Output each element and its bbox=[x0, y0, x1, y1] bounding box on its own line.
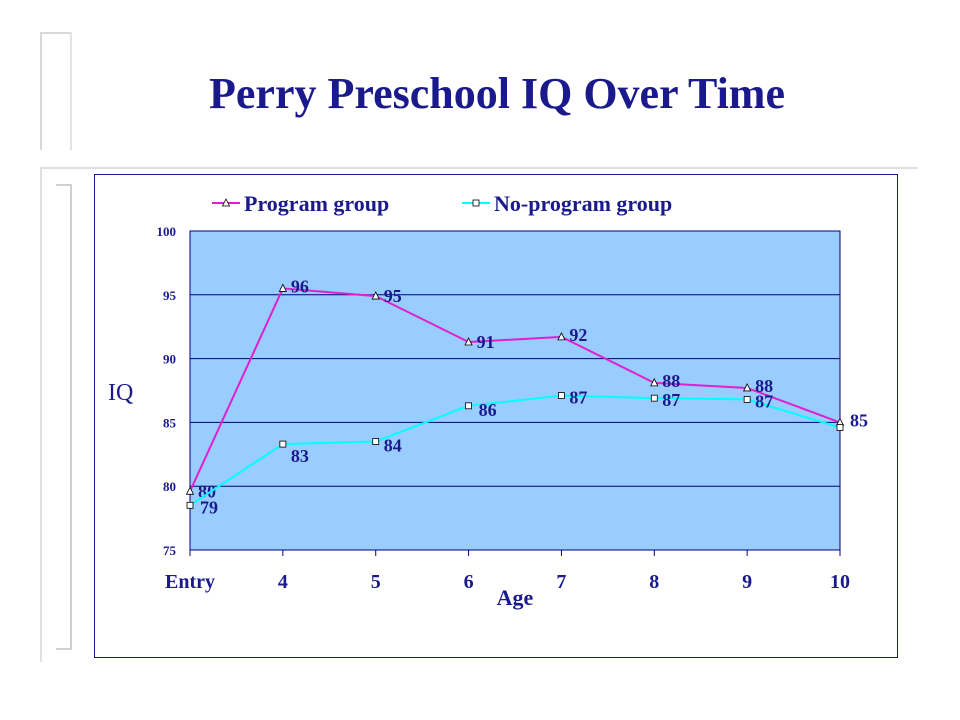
series-line bbox=[189, 394, 841, 507]
data-label: 87 bbox=[755, 391, 773, 411]
data-label: 87 bbox=[569, 388, 587, 408]
data-point bbox=[371, 291, 380, 300]
y-tick-label: 85 bbox=[163, 415, 177, 430]
data-label: 88 bbox=[755, 376, 773, 396]
y-axis-label: IQ bbox=[108, 380, 133, 406]
y-axis-ticks: 75 80 85 90 95 100 bbox=[157, 224, 177, 558]
data-point bbox=[279, 440, 287, 448]
legend-label: Program group bbox=[244, 191, 389, 216]
data-point bbox=[836, 424, 844, 431]
slide-frame-line-mid bbox=[40, 167, 918, 169]
data-point bbox=[464, 337, 473, 346]
x-tick-label: 6 bbox=[464, 571, 474, 593]
data-point bbox=[278, 283, 288, 292]
legend-label: No-program group bbox=[494, 191, 672, 216]
data-point bbox=[372, 438, 380, 445]
data-label: 85 bbox=[850, 410, 868, 430]
legend: Program group No-program group bbox=[212, 191, 672, 216]
slide-frame-line-right-top bbox=[70, 32, 72, 150]
data-label: 88 bbox=[662, 371, 680, 391]
y-tick-label: 80 bbox=[163, 479, 176, 494]
plot-area bbox=[189, 230, 841, 551]
data-point bbox=[743, 396, 751, 403]
data-point bbox=[742, 383, 752, 392]
x-tick-label: 8 bbox=[649, 571, 659, 593]
data-label: 92 bbox=[569, 325, 587, 345]
data-point bbox=[558, 392, 565, 400]
series-line bbox=[189, 287, 841, 492]
y-tick-label: 90 bbox=[163, 352, 176, 367]
slide-frame-line-inner-v bbox=[70, 184, 72, 650]
data-label: 87 bbox=[662, 390, 680, 410]
slide-frame-line-inner-bottom bbox=[56, 648, 72, 650]
data-point bbox=[650, 377, 659, 387]
data-label: 91 bbox=[477, 332, 495, 352]
x-tick-label: 9 bbox=[742, 571, 752, 593]
gridlines bbox=[190, 230, 840, 551]
data-point bbox=[465, 402, 472, 410]
slide-frame-line-left-lower bbox=[40, 167, 42, 662]
x-tick-label: 4 bbox=[278, 571, 288, 593]
slide-frame-line-inner bbox=[56, 184, 72, 186]
legend-entry: Program group bbox=[212, 191, 389, 216]
data-point bbox=[185, 486, 195, 495]
legend-marker bbox=[221, 198, 231, 207]
x-tick-label: 10 bbox=[830, 571, 850, 593]
x-tick-label: 5 bbox=[371, 571, 381, 593]
data-point bbox=[186, 501, 194, 509]
slide-title: Perry Preschool IQ Over Time bbox=[209, 69, 785, 118]
data-label: 96 bbox=[291, 276, 309, 296]
slide-frame-line-left bbox=[40, 32, 42, 150]
y-tick-label: 100 bbox=[157, 224, 177, 239]
x-tick-label: 7 bbox=[556, 571, 566, 593]
y-tick-label: 95 bbox=[163, 288, 177, 303]
series-no-program-group: 79 83 84 86 87 87 87 bbox=[186, 388, 844, 517]
x-axis-label: Age bbox=[497, 585, 534, 610]
slide-frame-line-top bbox=[40, 32, 72, 34]
legend-marker bbox=[472, 199, 480, 207]
y-tick-label: 75 bbox=[163, 543, 177, 558]
x-tick-label: Entry bbox=[165, 571, 215, 593]
data-label: 79 bbox=[200, 497, 218, 517]
data-label: 86 bbox=[479, 400, 497, 420]
data-label: 84 bbox=[384, 436, 402, 456]
data-point bbox=[557, 332, 566, 341]
legend-entry: No-program group bbox=[462, 191, 672, 216]
data-label: 83 bbox=[291, 446, 309, 466]
data-label: 95 bbox=[384, 286, 402, 306]
x-axis-ticks: Entry 4 5 6 7 8 9 10 bbox=[165, 231, 850, 593]
data-point bbox=[650, 394, 658, 402]
